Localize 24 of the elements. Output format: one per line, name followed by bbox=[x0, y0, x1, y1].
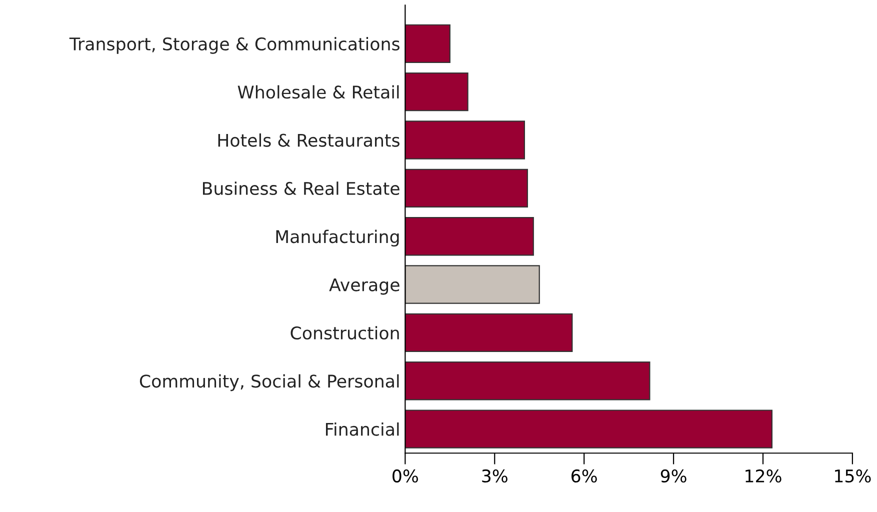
y-tick-label: Average bbox=[329, 278, 400, 295]
x-tick-label: 15% bbox=[835, 469, 871, 483]
bar bbox=[405, 168, 528, 208]
y-tick-label: Hotels & Restaurants bbox=[218, 133, 400, 147]
y-tick-label: Construction bbox=[290, 326, 399, 340]
y-tick-label: Financial bbox=[326, 422, 399, 436]
bar bbox=[405, 410, 772, 448]
y-tick-label: Community, Social & Personal bbox=[140, 374, 399, 392]
bar bbox=[405, 24, 450, 63]
y-tick-label: Business & Real Estate bbox=[202, 182, 400, 196]
bar bbox=[405, 120, 525, 160]
bar bbox=[405, 362, 650, 400]
bar bbox=[405, 72, 468, 112]
y-tick-label: Manufacturing bbox=[276, 230, 399, 247]
bar bbox=[405, 313, 573, 352]
x-tick-label: 12% bbox=[746, 469, 782, 483]
x-tick-label: 9% bbox=[660, 469, 686, 483]
x-tick-label: 6% bbox=[572, 469, 597, 483]
x-tick-label: 0% bbox=[392, 469, 418, 483]
y-tick-label: Transport, Storage & Communications bbox=[69, 37, 400, 54]
x-tick-label: 3% bbox=[482, 469, 508, 483]
y-tick-label: Wholesale & Retail bbox=[238, 85, 399, 99]
bar bbox=[405, 265, 540, 304]
bar bbox=[405, 217, 534, 256]
